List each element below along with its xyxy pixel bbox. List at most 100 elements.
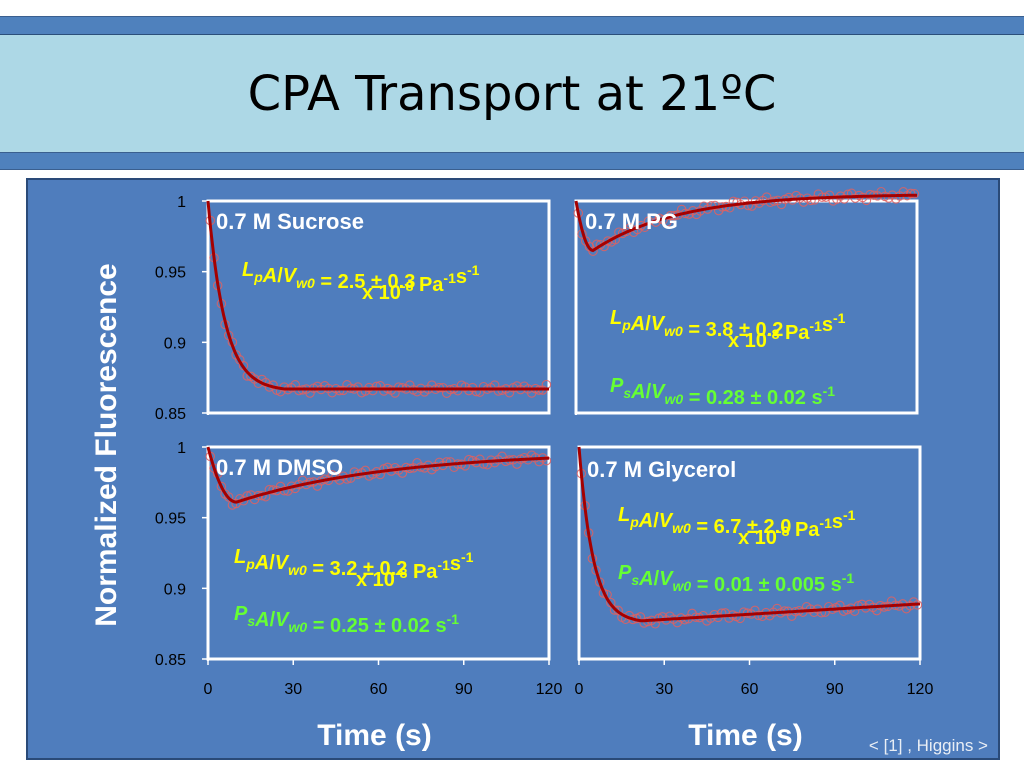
annotation-part: Pa: [407, 561, 438, 583]
annotation-part: s: [623, 385, 631, 401]
x-tick-label: 30: [284, 681, 302, 698]
annotation-part: /: [270, 609, 276, 631]
annotation-part: s: [832, 511, 843, 533]
annotation-part: A: [254, 609, 269, 631]
annotation-line: x 10-8 Pa-1s-1: [738, 507, 856, 549]
annotation-line: LpA/Vw0 = 6.7 ± 2.0: [618, 504, 791, 538]
annotation-part: x 10: [356, 569, 395, 591]
annotation-part: w0: [289, 619, 308, 635]
x-tick-label: 60: [741, 681, 759, 698]
annotation-part: L: [242, 259, 254, 281]
y-tick-label: 0.85: [155, 406, 186, 423]
annotation-part: V: [275, 552, 290, 574]
annotation-part: -1: [461, 549, 474, 565]
x-tick-label: 0: [204, 681, 213, 698]
title-box: [0, 34, 1024, 154]
slide-title: CPA Transport at 21ºC: [247, 66, 777, 122]
annotation-part: -8: [395, 565, 408, 581]
fit-curve: [206, 200, 549, 391]
annotation-part: p: [245, 556, 255, 572]
chart-3: 1 0.95 0.9 0.85 0 30 60 90 120 0.7 M DMSO LpA/Vw0 …: [155, 440, 563, 752]
annotation-part: L: [610, 307, 622, 329]
annotation-line: LpA/Vw0 = 2.5 ± 0.3: [242, 259, 415, 293]
data-point: [609, 605, 620, 615]
annotation-part: V: [275, 609, 290, 631]
annotation-part: w0: [672, 520, 691, 536]
annotation-line: x 10-8 Pa-1s-1: [362, 262, 480, 304]
annotation-part: P: [618, 562, 632, 584]
annotation-line: PsA/Vw0 = 0.25 ± 0.02 s-1: [234, 603, 459, 637]
y-tick-label: 0.85: [155, 652, 186, 669]
y-tick-label: 1: [177, 440, 186, 457]
data-point: [334, 385, 345, 396]
annotation-part: w0: [288, 562, 307, 578]
annotation-part: A: [630, 313, 645, 335]
annotation-part: s: [450, 553, 461, 575]
fit-curve: [577, 446, 921, 623]
data-markers: [205, 215, 552, 398]
annotation-line: LpA/Vw0 = 3.8 ± 0.2: [610, 307, 783, 341]
annotation-part: V: [651, 381, 666, 403]
fit-curve: [574, 193, 917, 253]
data-point: [393, 382, 404, 392]
data-point: [739, 607, 749, 617]
annotation-part: -1: [443, 270, 456, 286]
chart-panel-background: [26, 178, 1000, 760]
data-point: [441, 457, 452, 467]
data-point: [905, 188, 916, 199]
annotation-part: s: [456, 266, 467, 288]
annotation-part: /: [654, 568, 660, 590]
annotation-part: = 0.28 ± 0.02 s: [683, 387, 822, 409]
annotation-line: x 10-8 Pa-1s-1: [356, 549, 474, 591]
annotation-part: A: [262, 265, 277, 287]
annotation-part: x 10: [738, 527, 777, 549]
y-tick-label: 1: [177, 194, 186, 211]
annotation-part: A: [638, 568, 653, 590]
annotation-part: w0: [296, 275, 315, 291]
annotation-part: -8: [777, 523, 790, 539]
annotation-part: x 10: [362, 282, 401, 304]
data-point: [806, 195, 816, 206]
x-tick-label: 90: [455, 681, 473, 698]
x-tick-label: 90: [826, 681, 844, 698]
annotation-part: = 2.5 ± 0.3: [315, 271, 416, 293]
x-tick-label: 120: [536, 681, 563, 698]
annotation-part: = 0.01 ± 0.005 s: [691, 574, 842, 596]
data-point: [371, 381, 382, 392]
annotation-part: p: [253, 269, 263, 285]
annotation-part: -1: [467, 262, 480, 278]
annotation-part: -1: [809, 318, 822, 334]
annotation-part: = 6.7 ± 2.0: [691, 516, 792, 538]
annotation-part: s: [631, 572, 639, 588]
y-tick-label: 0.95: [155, 511, 186, 528]
data-point: [843, 189, 853, 200]
data-point: [342, 474, 352, 484]
x-axis-label: Time (s): [688, 719, 802, 752]
data-point: [743, 200, 753, 211]
annotation-part: P: [234, 603, 248, 625]
data-point: [606, 597, 616, 608]
data-point: [541, 455, 552, 466]
fit-curve: [206, 446, 550, 504]
chart-title: 0.7 M PG: [585, 209, 678, 234]
y-tick-label: 0.95: [155, 265, 186, 282]
annotation-part: V: [659, 510, 674, 532]
chart-title: 0.7 M DMSO: [216, 455, 343, 480]
annotation-part: x 10: [728, 330, 767, 352]
annotation-part: V: [283, 265, 298, 287]
data-point: [493, 386, 504, 396]
annotation-line: PsA/Vw0 = 0.01 ± 0.005 s-1: [618, 562, 854, 596]
annotation-part: = 3.8 ± 0.2: [683, 319, 784, 341]
data-point: [294, 385, 304, 396]
bottom-accent-band: [0, 152, 1024, 170]
annotation-part: p: [629, 514, 639, 530]
data-point: [603, 236, 613, 246]
annotation-part: -1: [819, 515, 832, 531]
annotation-part: = 3.2 ± 0.2: [307, 558, 408, 580]
annotation-part: A: [254, 552, 269, 574]
annotation-line: PsA/Vw0 = 0.28 ± 0.02 s-1: [610, 375, 835, 409]
